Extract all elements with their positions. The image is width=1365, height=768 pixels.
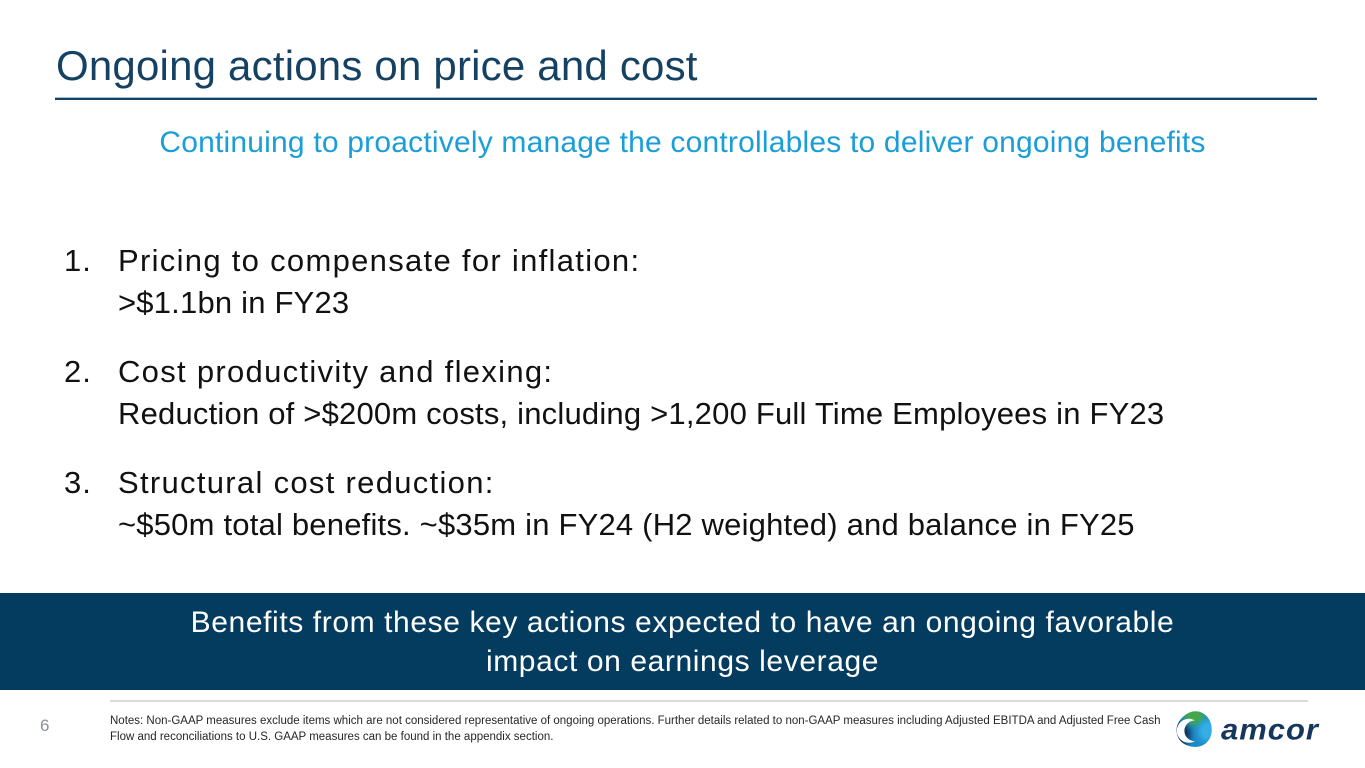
list-item-detail: >$1.1bn in FY23 [118, 285, 350, 320]
list-item-detail: Reduction of >$200m costs, including >1,… [118, 396, 1165, 431]
list-item-number: 2. [64, 354, 92, 389]
list-item-body: Cost productivity and flexing: Reduction… [118, 351, 1335, 435]
list-item-heading: Pricing to compensate for inflation: [118, 243, 641, 278]
page-title: Ongoing actions on price and cost [56, 42, 698, 89]
banner-line-2: impact on earnings leverage [485, 644, 880, 678]
list-item-heading: Cost productivity and flexing: [118, 354, 554, 389]
list-item-body: Structural cost reduction: ~$50m total b… [118, 462, 1335, 546]
slide-subtitle: Continuing to proactively manage the con… [159, 126, 1206, 159]
title-underline [55, 97, 1317, 100]
list-item-number: 1. [64, 243, 92, 278]
footnote-line-1: Notes: Non-GAAP measures exclude items w… [110, 715, 1161, 727]
list-item: 1. Pricing to compensate for inflation: … [64, 240, 1335, 324]
amcor-logo-icon [1176, 711, 1212, 747]
key-message-banner: Benefits from these key actions expected… [0, 593, 1365, 690]
list-item-number: 3. [64, 465, 92, 500]
amcor-logo-wordmark: amcor [1220, 712, 1319, 747]
page-number: 6 [40, 716, 50, 735]
list-item-body: Pricing to compensate for inflation: >$1… [118, 240, 1335, 324]
footnote-line-2: Flow and reconciliations to U.S. GAAP me… [110, 730, 554, 743]
list-item-detail: ~$50m total benefits. ~$35m in FY24 (H2 … [118, 507, 1135, 542]
action-list: 1. Pricing to compensate for inflation: … [64, 240, 1335, 573]
amcor-logo: amcor [1174, 710, 1319, 750]
list-item: 2. Cost productivity and flexing: Reduct… [64, 351, 1335, 435]
banner-line-1: Benefits from these key actions expected… [190, 605, 1175, 639]
list-item-heading: Structural cost reduction: [118, 465, 495, 500]
footer-divider [110, 700, 1308, 702]
footnotes: Notes: Non-GAAP measures exclude items w… [110, 714, 1161, 745]
list-item: 3. Structural cost reduction: ~$50m tota… [64, 462, 1335, 546]
